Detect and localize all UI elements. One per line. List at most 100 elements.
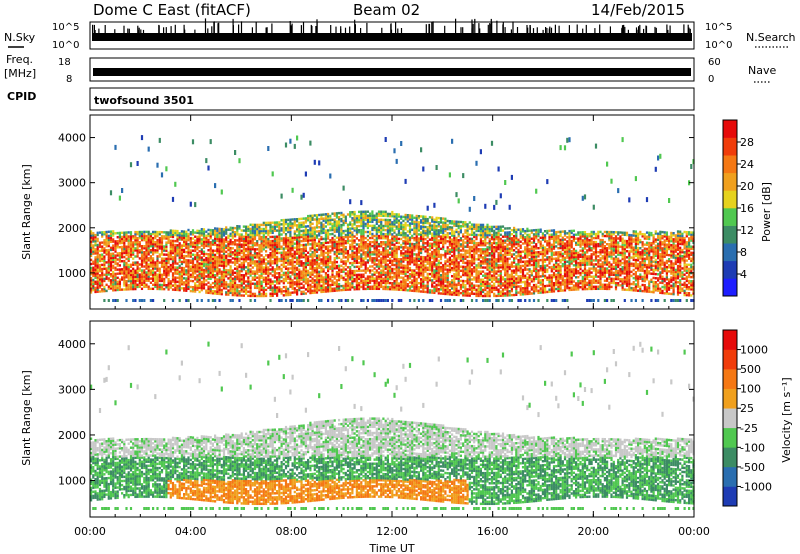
range-cell	[174, 268, 177, 271]
range-cell	[205, 267, 208, 270]
range-cell	[433, 271, 436, 274]
range-cell	[225, 258, 228, 262]
range-cell	[284, 285, 288, 289]
range-cell	[271, 239, 274, 243]
range-cell	[180, 250, 183, 253]
range-cell	[426, 236, 429, 239]
range-cell	[331, 263, 334, 266]
range-cell	[278, 299, 281, 302]
range-cell	[189, 231, 192, 234]
range-cell	[227, 291, 230, 294]
range-cell	[340, 217, 343, 221]
range-cell	[121, 253, 124, 257]
range-cell	[265, 268, 268, 271]
range-cell	[313, 246, 316, 250]
range-cell	[302, 243, 305, 247]
range-cell	[289, 138, 292, 144]
range-cell	[391, 241, 394, 244]
range-cell	[225, 244, 228, 247]
range-cell	[320, 254, 323, 257]
range-cell	[163, 253, 166, 256]
range-cell	[260, 268, 263, 271]
range-cell	[125, 245, 128, 248]
range-cell	[300, 229, 303, 233]
range-cell	[338, 278, 341, 282]
range-cell	[406, 274, 409, 278]
range-cell	[198, 250, 201, 253]
range-cell	[240, 280, 243, 283]
range-cell	[444, 290, 447, 294]
range-cell	[273, 247, 276, 251]
range-cell	[446, 227, 449, 231]
range-cell	[371, 232, 374, 236]
range-cell	[386, 299, 389, 302]
range-cell	[420, 284, 423, 287]
range-cell	[406, 283, 409, 286]
range-cell	[360, 222, 363, 226]
range-cell	[187, 236, 190, 240]
range-cell	[333, 246, 336, 250]
range-cell	[234, 259, 237, 262]
range-cell	[411, 214, 414, 217]
range-cell	[105, 289, 108, 293]
range-cell	[183, 236, 186, 239]
range-cell	[245, 241, 248, 245]
range-cell	[389, 281, 392, 285]
range-cell	[422, 247, 425, 251]
range-cell	[112, 234, 115, 237]
range-cell	[231, 293, 234, 297]
freq-trace	[93, 68, 691, 76]
range-cell	[386, 253, 389, 256]
range-cell	[426, 221, 429, 225]
range-cell	[304, 292, 307, 295]
range-cell	[273, 270, 276, 273]
range-cell	[311, 228, 314, 232]
range-cell	[402, 272, 405, 275]
range-cell	[147, 287, 150, 291]
range-cell	[402, 270, 405, 273]
range-cell	[377, 236, 381, 240]
range-cell	[169, 251, 172, 255]
range-cell	[238, 241, 241, 244]
range-cell	[391, 212, 394, 216]
range-cell	[324, 251, 327, 255]
range-cell	[457, 277, 460, 280]
range-cell	[242, 261, 245, 265]
range-cell	[291, 248, 294, 252]
range-cell	[191, 231, 195, 234]
range-cell	[302, 192, 305, 198]
range-cell	[260, 235, 263, 239]
range-cell	[156, 267, 159, 270]
range-cell	[402, 227, 405, 231]
range-cell	[251, 266, 254, 269]
range-cell	[411, 281, 414, 284]
range-cell	[320, 250, 323, 253]
range-cell	[185, 261, 188, 264]
range-cell	[395, 227, 398, 230]
range-cell	[422, 241, 425, 245]
range-cell	[331, 238, 334, 242]
range-cell	[453, 279, 456, 282]
range-cell	[103, 243, 106, 246]
range-cell	[276, 282, 279, 285]
range-cell	[360, 261, 363, 264]
range-cell	[333, 218, 336, 221]
range-cell	[236, 251, 239, 254]
range-cell	[229, 285, 232, 288]
range-cell	[453, 265, 456, 268]
range-cell	[180, 270, 183, 274]
range-cell	[101, 235, 104, 238]
range-cell	[271, 249, 274, 253]
range-cell	[355, 255, 358, 258]
range-cell	[342, 288, 345, 292]
range-cell	[169, 255, 172, 259]
range-cell	[362, 249, 365, 252]
range-cell	[393, 215, 396, 218]
range-cell	[424, 215, 427, 219]
range-cell	[420, 282, 423, 285]
range-cell	[284, 271, 288, 275]
range-cell	[415, 263, 418, 266]
range-cell	[185, 273, 188, 276]
range-cell	[112, 285, 115, 288]
range-cell	[107, 285, 110, 288]
